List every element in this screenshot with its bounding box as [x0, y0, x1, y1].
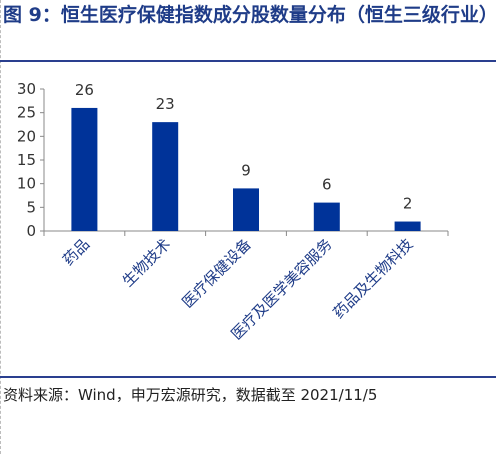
title-divider — [0, 60, 496, 62]
bar — [152, 122, 179, 231]
bar-chart: 0 5 10 15 20 25 30 26 23 9 6 2 药品 生物技术 医疗保健设备医疗及医学美容… — [17, 80, 449, 343]
left-border — [0, 0, 1, 454]
category-label: 药品 — [59, 235, 93, 269]
bar — [313, 202, 340, 231]
category-label: 医疗保健设备 — [178, 235, 254, 311]
data-label: 23 — [156, 95, 175, 113]
bar — [71, 107, 98, 231]
bar — [394, 221, 421, 231]
data-label: 2 — [403, 195, 413, 213]
data-label: 6 — [322, 176, 332, 194]
x-axis — [43, 230, 449, 236]
y-tick-label: 5 — [26, 198, 36, 216]
category-label: 生物技术 — [119, 235, 174, 290]
data-labels: 26 23 9 6 2 — [75, 81, 413, 213]
y-tick-label: 20 — [17, 127, 36, 145]
data-label: 9 — [241, 161, 251, 179]
y-tick-label: 15 — [17, 151, 36, 169]
source-divider — [0, 376, 496, 378]
y-tick-label: 25 — [17, 104, 36, 122]
data-label: 26 — [75, 81, 94, 99]
source-note: 资料来源：Wind，申万宏源研究，数据截至 2021/11/5 — [3, 386, 378, 404]
bar — [233, 188, 259, 231]
y-tick-label: 30 — [17, 80, 36, 98]
y-tick-label: 0 — [26, 222, 36, 240]
category-label: 药品及生物科技 — [329, 235, 416, 322]
bars — [71, 107, 421, 231]
y-tick-label: 10 — [17, 175, 36, 193]
figure-title: 图 9：恒生医疗保健指数成分股数量分布（恒生三级行业） — [3, 4, 496, 26]
y-axis: 0 5 10 15 20 25 30 — [17, 80, 45, 240]
